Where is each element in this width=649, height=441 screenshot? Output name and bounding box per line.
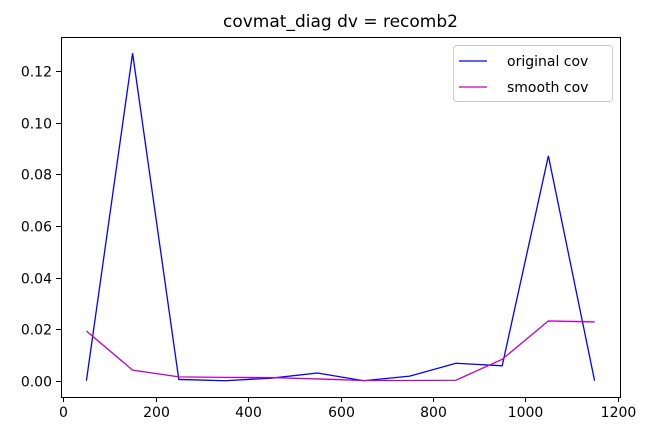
y-tick-label: 0.00	[21, 375, 52, 391]
x-tick-label: 1000	[508, 405, 544, 421]
y-tick-label: 0.02	[21, 323, 52, 339]
y-tick-label: 0.04	[21, 272, 52, 288]
legend-box	[453, 45, 613, 102]
series-line-smooth-cov	[85, 320, 595, 382]
x-tick-label: 200	[143, 405, 170, 421]
y-tick-label: 0.08	[21, 168, 52, 184]
series-line-original-cov	[85, 53, 596, 382]
legend-label: original cov	[507, 54, 588, 70]
y-tick-label: 0.12	[21, 65, 52, 81]
x-axis: 0 200 400 600 800 1000 1200	[59, 397, 636, 421]
x-tick-label: 800	[420, 405, 447, 421]
y-tick-label: 0.06	[21, 220, 52, 236]
legend-label: smooth cov	[507, 80, 588, 96]
x-tick-label: 1200	[601, 405, 637, 421]
y-axis: 0.00 0.02 0.04 0.06 0.08 0.10 0.12	[21, 65, 61, 391]
x-tick-label: 600	[328, 405, 355, 421]
chart-title: covmat_diag dv = recomb2	[223, 12, 458, 32]
legend: original cov smooth cov	[453, 45, 613, 102]
x-tick-label: 0	[59, 405, 68, 421]
x-tick-label: 400	[235, 405, 262, 421]
y-tick-label: 0.10	[21, 117, 52, 133]
series-layer	[85, 53, 596, 382]
